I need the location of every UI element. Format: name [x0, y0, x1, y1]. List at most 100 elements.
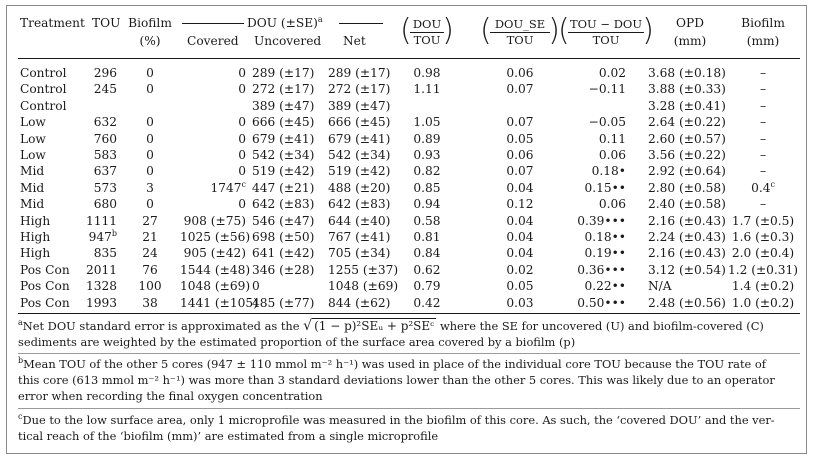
cell-r1: 0.84	[413, 246, 441, 261]
cell-r1: 1.05	[413, 115, 441, 130]
cell-opd: 3.68 (±0.18)	[648, 66, 726, 80]
cell-biofilm: 0	[146, 197, 154, 212]
cell-covered: 1544 (±48)	[180, 262, 251, 277]
cell-r2: 0.05	[506, 279, 534, 294]
cell-r1: 1.11	[413, 82, 441, 97]
cell-biofilm: 0	[146, 82, 154, 97]
cell-r2: 0.04	[506, 213, 534, 228]
cell-biofilm: 76	[142, 262, 158, 277]
footnote-a-line2: sediments are weighted by the estimated …	[18, 335, 576, 349]
cell-uncovered: 389 (±47)	[252, 98, 315, 113]
cell-treatment: Low	[20, 148, 46, 162]
cell-r3: 0.36•••	[577, 262, 626, 277]
header-covered: Covered	[187, 34, 239, 48]
cell-covered: 905 (±42)	[183, 246, 246, 261]
cell-biofilm: 38	[142, 295, 158, 310]
cell-covered: 1747c	[210, 179, 246, 195]
cell-covered: 1048 (±69)	[180, 279, 251, 294]
cell-tou: 760	[93, 131, 117, 146]
header-douse-tou-ratio: ( DOU_SE TOU )	[480, 13, 560, 48]
cell-bmm: –	[759, 164, 767, 179]
dou-group-rule-right	[339, 23, 383, 24]
cell-bmm: –	[759, 66, 767, 80]
cell-treatment: High	[20, 213, 51, 228]
cell-covered: 0	[238, 66, 246, 80]
cell-r3: 0.15••	[584, 180, 626, 195]
cell-bmm: 0.4c	[751, 179, 775, 195]
cell-tou: 296	[93, 66, 117, 80]
header-opd-1: OPD	[676, 16, 704, 30]
cell-r3: 0.19••	[584, 246, 626, 261]
cell-opd: 2.92 (±0.64)	[648, 164, 726, 179]
cell-net: 767 (±41)	[328, 230, 391, 244]
header-treatment: Treatment	[20, 16, 85, 30]
header-net: Net	[343, 34, 366, 48]
cell-net: 272 (±17)	[328, 82, 391, 97]
cell-treatment: Mid	[20, 180, 45, 195]
cell-opd: 2.80 (±0.58)	[648, 180, 726, 195]
cell-treatment: Mid	[20, 197, 45, 212]
cell-tou: 680	[93, 197, 117, 212]
cell-bmm: 1.2 (±0.31)	[727, 262, 799, 277]
cell-opd: 3.56 (±0.22)	[648, 148, 726, 162]
cell-net: 1048 (±69)	[328, 279, 399, 294]
cell-r2: 0.07	[506, 115, 534, 130]
cell-r1: 0.85	[413, 180, 441, 195]
header-biofilm-mm-2: (mm)	[746, 34, 780, 48]
cell-treatment: Pos Con	[20, 295, 70, 310]
cell-bmm: 2.0 (±0.4)	[731, 246, 795, 261]
cell-covered: 1025 (±56)	[180, 230, 251, 244]
cell-r2: 0.07	[506, 164, 534, 179]
cell-treatment: Control	[20, 82, 67, 97]
cell-r1: 0.93	[413, 148, 441, 162]
cell-opd: 2.64 (±0.22)	[648, 115, 726, 130]
cell-biofilm: 27	[142, 213, 158, 228]
cell-opd: 2.24 (±0.43)	[648, 230, 726, 244]
cell-tou: 1993	[85, 295, 117, 310]
cell-treatment: Control	[20, 98, 67, 113]
cell-bmm: 1.0 (±0.2)	[731, 295, 795, 310]
header-opd-2: (mm)	[673, 34, 707, 48]
footnote-b-line3: error when recording the final oxygen co…	[18, 389, 323, 403]
cell-r2: 0.06	[506, 66, 534, 80]
dou-group-rule-left	[182, 23, 244, 24]
cell-tou: 632	[93, 115, 117, 130]
footnote-b-line2: this core (613 mmol m⁻² h⁻¹) was more th…	[18, 373, 775, 387]
cell-net: 642 (±83)	[328, 197, 391, 212]
cell-covered: 1441 (±105)	[180, 295, 258, 310]
cell-uncovered: 642 (±83)	[252, 197, 315, 212]
cell-biofilm: 24	[142, 246, 158, 261]
cell-tou: 245	[93, 82, 117, 97]
cell-treatment: Control	[20, 66, 67, 80]
header-uncovered: Uncovered	[254, 34, 322, 48]
cell-bmm: –	[759, 115, 767, 130]
cell-r3: −0.05	[588, 115, 626, 130]
cell-bmm: –	[759, 148, 767, 162]
cell-bmm: –	[759, 82, 767, 97]
cell-tou: 947b	[88, 229, 117, 245]
cell-treatment: High	[20, 246, 51, 261]
cell-tou: 835	[93, 246, 117, 261]
cell-opd: 3.12 (±0.54)	[648, 262, 726, 277]
cell-tou: 583	[93, 148, 117, 162]
cell-r3: 0.18•	[591, 164, 626, 179]
cell-biofilm: 0	[146, 66, 154, 80]
header-biofilm-pct-1: Biofilm	[128, 16, 172, 30]
cell-r2: 0.06	[506, 148, 534, 162]
cell-net: 289 (±17)	[328, 66, 391, 80]
cell-tou: 1328	[85, 279, 117, 294]
cell-tou: 573	[93, 180, 117, 195]
cell-r2: 0.04	[506, 246, 534, 261]
cell-treatment: Pos Con	[20, 279, 70, 294]
cell-net: 389 (±47)	[328, 98, 391, 113]
cell-net: 1255 (±37)	[328, 262, 399, 277]
cell-r1: 0.42	[413, 295, 441, 310]
cell-biofilm: 0	[146, 148, 154, 162]
header-dou-tou-ratio: ( DOU TOU )	[400, 13, 454, 48]
cell-treatment: Pos Con	[20, 262, 70, 277]
cell-bmm: 1.6 (±0.3)	[731, 230, 795, 244]
cell-r1: 0.94	[413, 197, 441, 212]
cell-r3: 0.11	[598, 131, 626, 146]
cell-biofilm: 21	[142, 230, 158, 244]
cell-covered: 0	[238, 164, 246, 179]
